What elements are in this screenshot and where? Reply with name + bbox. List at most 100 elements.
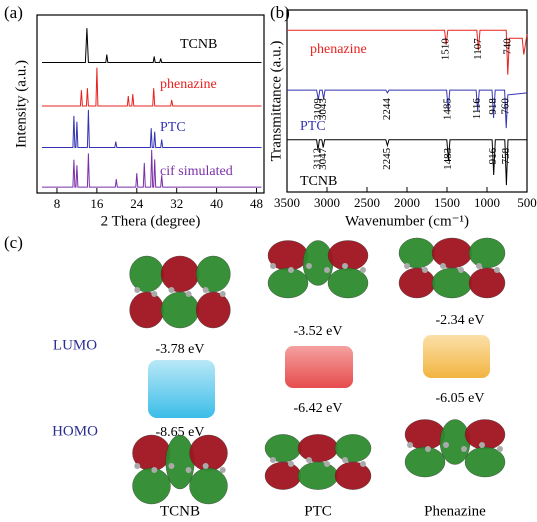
orbital-diagram: (c) LUMO HOMO -3.78 eV -3.52 eV -2.34 eV… [4, 233, 505, 520]
atom [443, 442, 449, 448]
atom [151, 291, 157, 297]
level-label: LUMO [53, 337, 97, 353]
peak-label: 2244 [381, 98, 393, 121]
series-label: TCNB [180, 37, 217, 52]
peak-label: 740 [501, 38, 513, 55]
panel-label: (c) [4, 233, 23, 252]
peak-label: 1483 [442, 147, 454, 170]
energy: -6.05 eV [436, 391, 485, 406]
series-label: PTC [300, 119, 326, 134]
atom [134, 287, 140, 293]
orbital-lobe [265, 434, 301, 462]
molecule-name: TCNB [160, 503, 200, 519]
series-label: phenazine [310, 42, 367, 57]
x-tick-label: 48 [250, 196, 263, 211]
atom [134, 463, 140, 469]
orbital-lobe [133, 468, 171, 504]
x-tick-label: 16 [90, 196, 104, 211]
gap-box [285, 346, 353, 388]
atom [360, 267, 366, 273]
atom [458, 267, 464, 273]
x-tick-label: 32 [170, 196, 183, 211]
atom [186, 291, 192, 297]
atom [270, 263, 276, 269]
atom [407, 442, 413, 448]
x-tick-label: 3000 [314, 195, 340, 210]
series-line [42, 68, 262, 106]
molecule-name: Phenazine [424, 503, 486, 519]
atom [288, 461, 294, 467]
x-tick-label: 24 [130, 196, 144, 211]
series-line [42, 28, 262, 62]
x-tick-label: 1500 [434, 195, 460, 210]
orbital-lobe [469, 268, 505, 298]
atom [288, 267, 294, 273]
orbital-lobe [161, 292, 199, 328]
level-label: HOMO [52, 423, 98, 439]
atom [168, 463, 174, 469]
gap-box [423, 335, 490, 378]
atom [151, 467, 157, 473]
series-label: phenazine [160, 77, 217, 92]
x-tick-label: 8 [54, 196, 61, 211]
orbital-lobe [196, 292, 230, 328]
series-label: cif simulated [160, 164, 233, 179]
peak-label: 1116 [471, 98, 483, 120]
atom [186, 467, 192, 473]
gap-box [148, 360, 215, 418]
x-tick-label: 500 [517, 195, 537, 210]
atom [404, 263, 410, 269]
orbital-lobe [399, 238, 435, 268]
orbital-lobe [335, 462, 371, 490]
orbital-lobe [298, 434, 338, 462]
atom [422, 267, 428, 273]
atom [306, 263, 312, 269]
orbital-lobe [405, 447, 445, 477]
x-tick-label: 40 [210, 196, 223, 211]
peak-label: 3047 [317, 147, 329, 170]
atom [342, 263, 348, 269]
series-label: PTC [160, 120, 186, 135]
peak-label: 916 [487, 147, 499, 164]
orbital-lobe [190, 468, 228, 504]
orbital-lobe [440, 420, 470, 465]
peak-label: 1510 [440, 38, 452, 61]
panel-label: (a) [4, 3, 23, 22]
atom [324, 461, 330, 467]
orbital-lobe [166, 435, 195, 489]
x-tick-label: 2000 [394, 195, 420, 210]
atom [306, 457, 312, 463]
atom [497, 446, 503, 452]
orbital-lobe [161, 256, 199, 292]
atom [203, 463, 209, 469]
orbital-lobe [469, 238, 505, 268]
atom [270, 457, 276, 463]
atom [342, 457, 348, 463]
y-axis-label: Intensity (a.u.) [13, 60, 29, 148]
atom [440, 263, 446, 269]
x-tick-label: 1000 [474, 195, 500, 210]
series-line [42, 110, 262, 148]
panel-label: (b) [270, 3, 290, 22]
y-axis-label: Transmittance (a.u.) [268, 41, 284, 162]
energy: -3.52 eV [294, 324, 343, 339]
orbital-lobe [399, 268, 435, 298]
peak-label: 1107 [472, 38, 484, 60]
energy: -6.42 eV [294, 401, 343, 416]
x-tick-label: 3500 [274, 195, 300, 210]
figure: (c) LUMO HOMO -3.78 eV -3.52 eV -2.34 eV… [0, 0, 537, 522]
peak-label: 1485 [442, 98, 454, 121]
orbital-lobe [196, 256, 230, 292]
orbital-lobe [432, 238, 472, 268]
atom [461, 446, 467, 452]
atom [203, 287, 209, 293]
orbital-lobe [130, 256, 164, 292]
molecule-name: PTC [304, 503, 332, 519]
peak-label: 758 [500, 147, 512, 164]
peak-label: 3043 [317, 98, 329, 121]
x-axis-label: Wavenumber (cm⁻¹) [345, 213, 469, 229]
peak-label: 918 [487, 98, 499, 115]
atom [494, 267, 500, 273]
peak-label: 760 [500, 98, 512, 115]
atom [324, 267, 330, 273]
